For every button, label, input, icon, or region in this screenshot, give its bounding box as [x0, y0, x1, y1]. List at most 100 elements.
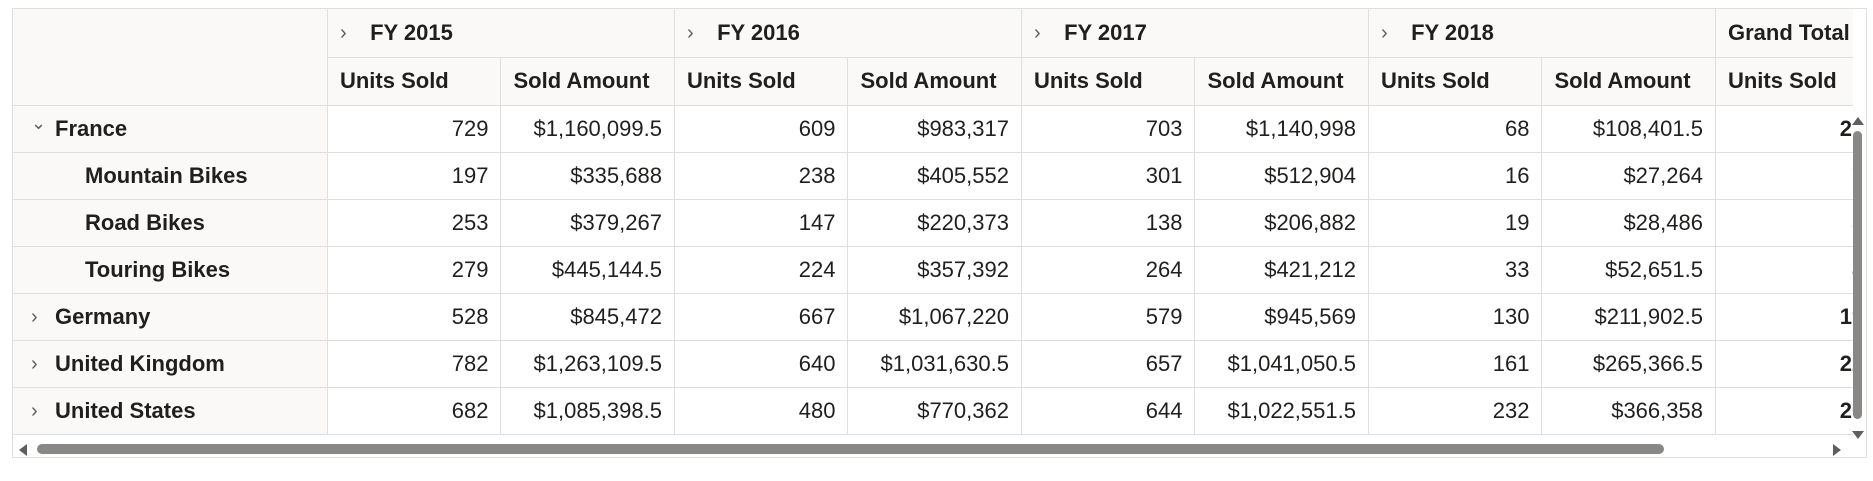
value-cell[interactable]: $1,031,630.5: [847, 340, 1022, 388]
column-header-fy2017[interactable]: › FY 2017: [1021, 9, 1369, 58]
row-header-cell[interactable]: › United Kingdom: [13, 340, 328, 388]
column-header-fy2016[interactable]: › FY 2016: [674, 9, 1022, 58]
scroll-right-icon[interactable]: [1833, 444, 1841, 456]
value-cell[interactable]: $845,472: [500, 293, 675, 341]
value-cell[interactable]: $211,902.5: [1541, 293, 1716, 341]
grand-total-cell[interactable]: 190: [1715, 293, 1853, 341]
chevron-right-icon[interactable]: ›: [31, 306, 38, 329]
vertical-scrollbar[interactable]: [1850, 113, 1864, 443]
grand-total-cell[interactable]: 210: [1715, 105, 1853, 153]
measure-header-units-sold[interactable]: Units Sold: [1368, 57, 1543, 106]
value-cell[interactable]: 657: [1021, 340, 1196, 388]
value-cell[interactable]: $27,264: [1541, 152, 1716, 200]
value-cell[interactable]: 238: [674, 152, 849, 200]
value-cell[interactable]: $366,358: [1541, 387, 1716, 435]
grand-total-cell[interactable]: 55: [1715, 199, 1853, 247]
value-cell[interactable]: 224: [674, 246, 849, 294]
measure-header-sold-amount[interactable]: Sold Amount: [500, 57, 675, 106]
value-cell[interactable]: $108,401.5: [1541, 105, 1716, 153]
grand-total-cell[interactable]: 80: [1715, 246, 1853, 294]
value-cell[interactable]: 640: [674, 340, 849, 388]
row-header-cell[interactable]: ⌄ France: [13, 105, 328, 153]
value-cell[interactable]: 644: [1021, 387, 1196, 435]
vertical-scroll-thumb[interactable]: [1853, 131, 1862, 419]
value-cell[interactable]: $206,882: [1194, 199, 1369, 247]
value-cell[interactable]: $945,569: [1194, 293, 1369, 341]
horizontal-scroll-thumb[interactable]: [37, 444, 1664, 454]
grand-total-cell[interactable]: 203: [1715, 387, 1853, 435]
value-cell[interactable]: $421,212: [1194, 246, 1369, 294]
value-cell[interactable]: $357,392: [847, 246, 1022, 294]
chevron-right-icon[interactable]: ›: [339, 22, 347, 45]
column-header-fy2015[interactable]: › FY 2015: [327, 9, 675, 58]
measure-header-sold-amount[interactable]: Sold Amount: [1194, 57, 1369, 106]
value-cell[interactable]: $770,362: [847, 387, 1022, 435]
measure-header-units-sold[interactable]: Units Sold: [327, 57, 502, 106]
value-cell[interactable]: 301: [1021, 152, 1196, 200]
measure-header-sold-amount[interactable]: Sold Amount: [1541, 57, 1716, 106]
value-cell[interactable]: 264: [1021, 246, 1196, 294]
value-cell[interactable]: $335,688: [500, 152, 675, 200]
row-header-cell[interactable]: › United States: [13, 387, 328, 435]
scroll-up-icon[interactable]: [1852, 117, 1864, 125]
row-header-cell[interactable]: Touring Bikes: [13, 246, 328, 294]
chevron-right-icon[interactable]: ›: [31, 353, 38, 376]
value-cell[interactable]: $265,366.5: [1541, 340, 1716, 388]
value-cell[interactable]: $405,552: [847, 152, 1022, 200]
column-header-fy2018[interactable]: › FY 2018: [1368, 9, 1716, 58]
column-header-grand-total[interactable]: Grand Total: [1715, 9, 1853, 58]
chevron-right-icon[interactable]: ›: [1380, 22, 1388, 45]
measure-header-units-sold[interactable]: Units Sold: [1715, 57, 1853, 106]
value-cell[interactable]: $983,317: [847, 105, 1022, 153]
value-cell[interactable]: 130: [1368, 293, 1543, 341]
value-cell[interactable]: $220,373: [847, 199, 1022, 247]
row-header-cell[interactable]: Road Bikes: [13, 199, 328, 247]
value-cell[interactable]: $1,263,109.5: [500, 340, 675, 388]
row-header-cell[interactable]: › Germany: [13, 293, 328, 341]
row-header-cell[interactable]: Mountain Bikes: [13, 152, 328, 200]
grand-total-cell[interactable]: 224: [1715, 340, 1853, 388]
value-cell[interactable]: 138: [1021, 199, 1196, 247]
value-cell[interactable]: 782: [327, 340, 502, 388]
chevron-down-icon[interactable]: ⌄: [31, 113, 47, 134]
value-cell[interactable]: 729: [327, 105, 502, 153]
chevron-right-icon[interactable]: ›: [1033, 22, 1041, 45]
value-cell[interactable]: $512,904: [1194, 152, 1369, 200]
value-cell[interactable]: 682: [327, 387, 502, 435]
value-cell[interactable]: 703: [1021, 105, 1196, 153]
chevron-right-icon[interactable]: ›: [31, 400, 38, 423]
value-cell[interactable]: $1,067,220: [847, 293, 1022, 341]
value-cell[interactable]: 579: [1021, 293, 1196, 341]
value-cell[interactable]: 197: [327, 152, 502, 200]
grand-total-cell[interactable]: 75: [1715, 152, 1853, 200]
value-cell[interactable]: $1,022,551.5: [1194, 387, 1369, 435]
value-cell[interactable]: 528: [327, 293, 502, 341]
value-cell[interactable]: 19: [1368, 199, 1543, 247]
value-cell[interactable]: $1,085,398.5: [500, 387, 675, 435]
value-cell[interactable]: 609: [674, 105, 849, 153]
value-cell[interactable]: 68: [1368, 105, 1543, 153]
value-cell[interactable]: 232: [1368, 387, 1543, 435]
value-cell[interactable]: 480: [674, 387, 849, 435]
value-cell[interactable]: $1,041,050.5: [1194, 340, 1369, 388]
horizontal-scrollbar[interactable]: [13, 441, 1853, 457]
value-cell[interactable]: $28,486: [1541, 199, 1716, 247]
scroll-down-icon[interactable]: [1852, 431, 1864, 439]
value-cell[interactable]: $1,160,099.5: [500, 105, 675, 153]
value-cell[interactable]: 667: [674, 293, 849, 341]
value-cell[interactable]: 33: [1368, 246, 1543, 294]
measure-header-units-sold[interactable]: Units Sold: [674, 57, 849, 106]
value-cell[interactable]: $52,651.5: [1541, 246, 1716, 294]
value-cell[interactable]: 147: [674, 199, 849, 247]
value-cell[interactable]: 253: [327, 199, 502, 247]
scroll-left-icon[interactable]: [19, 444, 27, 456]
value-cell[interactable]: 16: [1368, 152, 1543, 200]
value-cell[interactable]: $1,140,998: [1194, 105, 1369, 153]
measure-header-sold-amount[interactable]: Sold Amount: [847, 57, 1022, 106]
value-cell[interactable]: $379,267: [500, 199, 675, 247]
measure-header-units-sold[interactable]: Units Sold: [1021, 57, 1196, 106]
value-cell[interactable]: 279: [327, 246, 502, 294]
chevron-right-icon[interactable]: ›: [686, 22, 694, 45]
value-cell[interactable]: 161: [1368, 340, 1543, 388]
value-cell[interactable]: $445,144.5: [500, 246, 675, 294]
